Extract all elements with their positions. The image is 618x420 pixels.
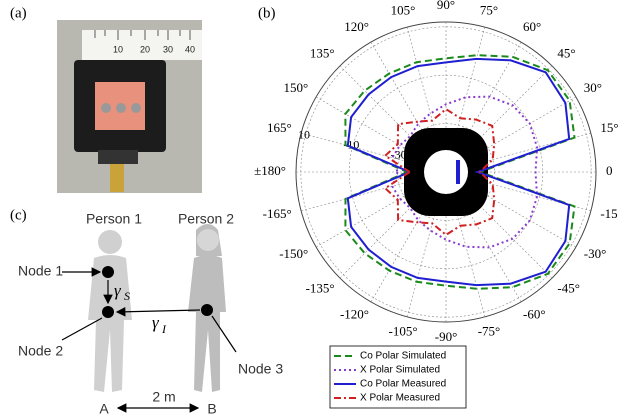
theta-tick-label: 150°: [284, 80, 309, 95]
channel-subscript: I: [161, 322, 167, 336]
series-line: [383, 107, 496, 237]
antenna-hole: [424, 150, 468, 194]
theta-tick-label: 15°: [600, 120, 618, 135]
diagram-arrows: [61, 267, 237, 413]
person-label: Person 2: [178, 211, 234, 227]
legend-label: X Polar Measured: [360, 393, 440, 404]
channel-symbol: γ: [114, 281, 122, 300]
theta-tick-label: 105°: [391, 3, 416, 18]
channel-subscript: S: [124, 289, 130, 303]
theta-tick-label: 60°: [523, 19, 541, 34]
r-tick-label: -30: [391, 148, 407, 162]
device-photo: [57, 20, 202, 193]
theta-tick-label: -105°: [389, 323, 418, 338]
ruler-label: 20: [140, 44, 150, 54]
person-silhouettes: [88, 224, 226, 392]
theta-tick-label: ±180°: [254, 163, 286, 178]
theta-tick-label: -75°: [478, 323, 501, 338]
point-label: A: [99, 401, 109, 417]
theta-tick-label: 45°: [557, 46, 575, 61]
nodes: [102, 266, 213, 318]
theta-tick-label: -15°: [600, 206, 618, 221]
theta-tick-label: -135°: [306, 280, 335, 295]
theta-tick-label: -30°: [584, 246, 607, 261]
theta-tick-label: -120°: [340, 307, 369, 322]
theta-tick-label: -165°: [263, 206, 292, 221]
r-tick-label: 10: [298, 128, 310, 142]
node-label: Node 2: [18, 343, 63, 359]
ruler-label: 10: [113, 44, 123, 54]
legend-label: Co Polar Simulated: [360, 351, 446, 362]
ruler-label: 30: [163, 44, 173, 54]
series-line: [346, 57, 571, 287]
theta-tick-label: 90°: [437, 0, 455, 12]
polar-chart: 0 15° 30° 45° 60° 75° 90° 105° 120° 135° 150° 165° ±…: [254, 0, 618, 409]
theta-tick-label: 0: [606, 163, 613, 178]
ruler-label: 40: [185, 44, 195, 54]
panel-label: (a): [10, 5, 27, 21]
series-line: [391, 95, 539, 249]
legend-label: Co Polar Measured: [360, 379, 446, 390]
theta-tick-label: -90°: [435, 329, 458, 344]
theta-tick-label: 30°: [584, 80, 602, 95]
theta-tick-label: 120°: [344, 19, 369, 34]
theta-tick-label: 165°: [267, 120, 292, 135]
theta-tick-label: -150°: [279, 246, 308, 261]
node-label: Node 1: [18, 263, 63, 279]
legend-label: X Polar Simulated: [360, 365, 440, 376]
panel-label: (b): [258, 5, 276, 21]
theta-tick-label: -45°: [557, 280, 580, 295]
panel-label: (c): [10, 207, 27, 223]
person-label: Person 1: [86, 211, 142, 227]
channel-symbol: γ: [152, 313, 160, 332]
antenna-feed: [456, 160, 460, 184]
point-label: B: [207, 401, 216, 417]
distance-label: 2 m: [152, 389, 175, 405]
theta-tick-label: 135°: [310, 46, 335, 61]
theta-tick-label: -60°: [523, 307, 546, 322]
node-label: Node 3: [238, 361, 283, 377]
theta-tick-label: 75°: [480, 3, 498, 18]
